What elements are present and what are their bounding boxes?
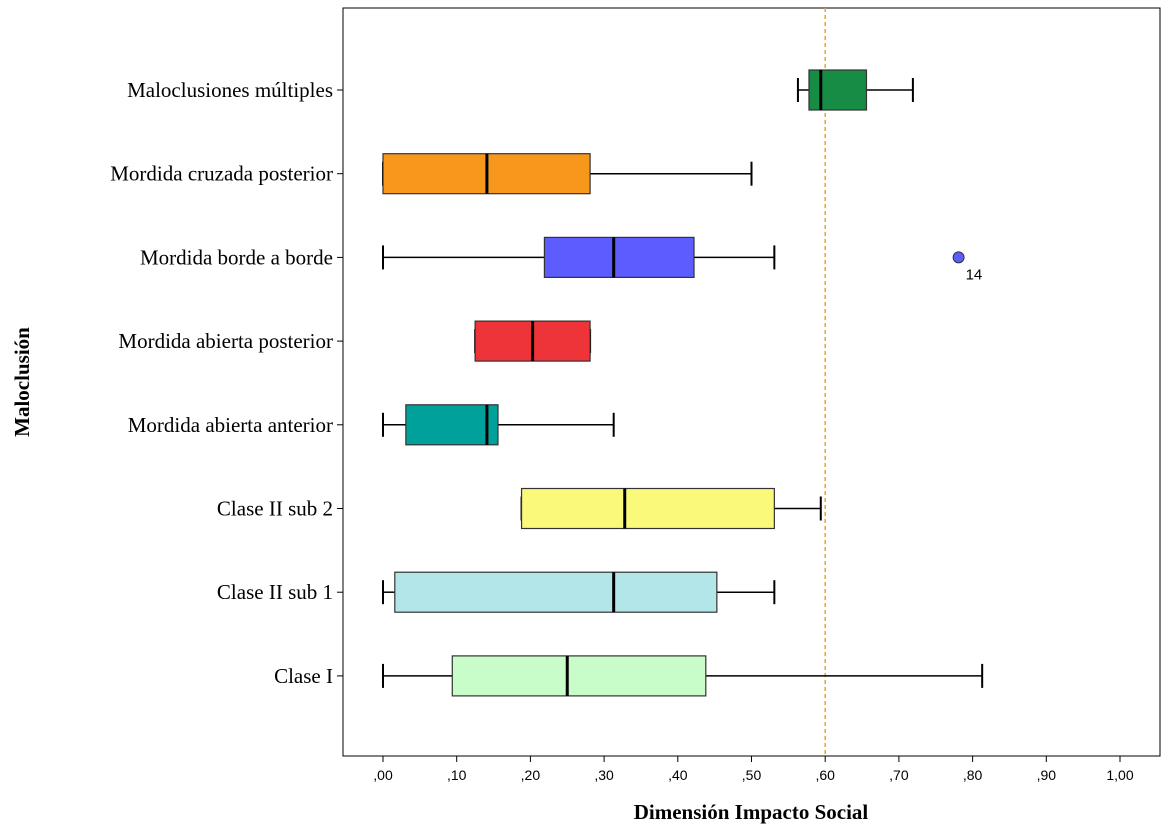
category-label: Mordida abierta posterior xyxy=(118,329,333,353)
box-group xyxy=(382,153,753,195)
box-iqr xyxy=(394,571,718,613)
box-iqr xyxy=(520,487,775,530)
x-tick-label: ,50 xyxy=(742,767,762,783)
box-iqr xyxy=(808,69,868,111)
category-label: Maloclusiones múltiples xyxy=(127,78,333,102)
box-group xyxy=(382,655,984,697)
x-tick-label: ,20 xyxy=(521,767,541,783)
plot-frame xyxy=(342,7,1161,757)
category-label: Clase I xyxy=(274,664,333,688)
x-tick-label: 1,00 xyxy=(1106,767,1133,783)
x-tick-label: ,60 xyxy=(815,767,835,783)
box-group xyxy=(474,320,592,362)
x-axis-title: Dimensión Impacto Social xyxy=(634,800,869,824)
x-tick-label: ,00 xyxy=(373,767,393,783)
x-axis: ,00 ,10 ,20 ,30 ,40 ,50 ,60 ,70 ,80 ,90 1,00 xyxy=(373,756,1134,783)
x-tick-label: ,90 xyxy=(1037,767,1057,783)
outlier-point xyxy=(952,251,965,264)
box-group xyxy=(796,69,914,111)
x-tick-label: ,40 xyxy=(668,767,688,783)
category-label: Mordida borde a borde xyxy=(140,245,333,269)
box-iqr xyxy=(405,404,499,446)
category-label: Clase II sub 2 xyxy=(217,497,333,521)
x-tick-label: ,80 xyxy=(963,767,983,783)
box-group xyxy=(520,487,822,530)
category-labels: Maloclusiones múltiples Mordida cruzada p… xyxy=(110,78,343,688)
box-iqr xyxy=(543,236,695,278)
x-tick-label: ,70 xyxy=(889,767,909,783)
y-axis-title: Maloclusión xyxy=(10,327,34,437)
box-group xyxy=(382,571,776,613)
box-group: 14 xyxy=(382,236,983,283)
box-iqr xyxy=(451,655,707,697)
outlier-label: 14 xyxy=(966,266,983,283)
category-label: Mordida abierta anterior xyxy=(128,413,333,437)
boxes-layer: 14 xyxy=(382,69,984,697)
category-label: Mordida cruzada posterior xyxy=(110,162,333,186)
x-tick-label: ,30 xyxy=(594,767,614,783)
category-label: Clase II sub 1 xyxy=(217,580,333,604)
x-tick-label: ,10 xyxy=(447,767,467,783)
box-group xyxy=(382,404,615,446)
